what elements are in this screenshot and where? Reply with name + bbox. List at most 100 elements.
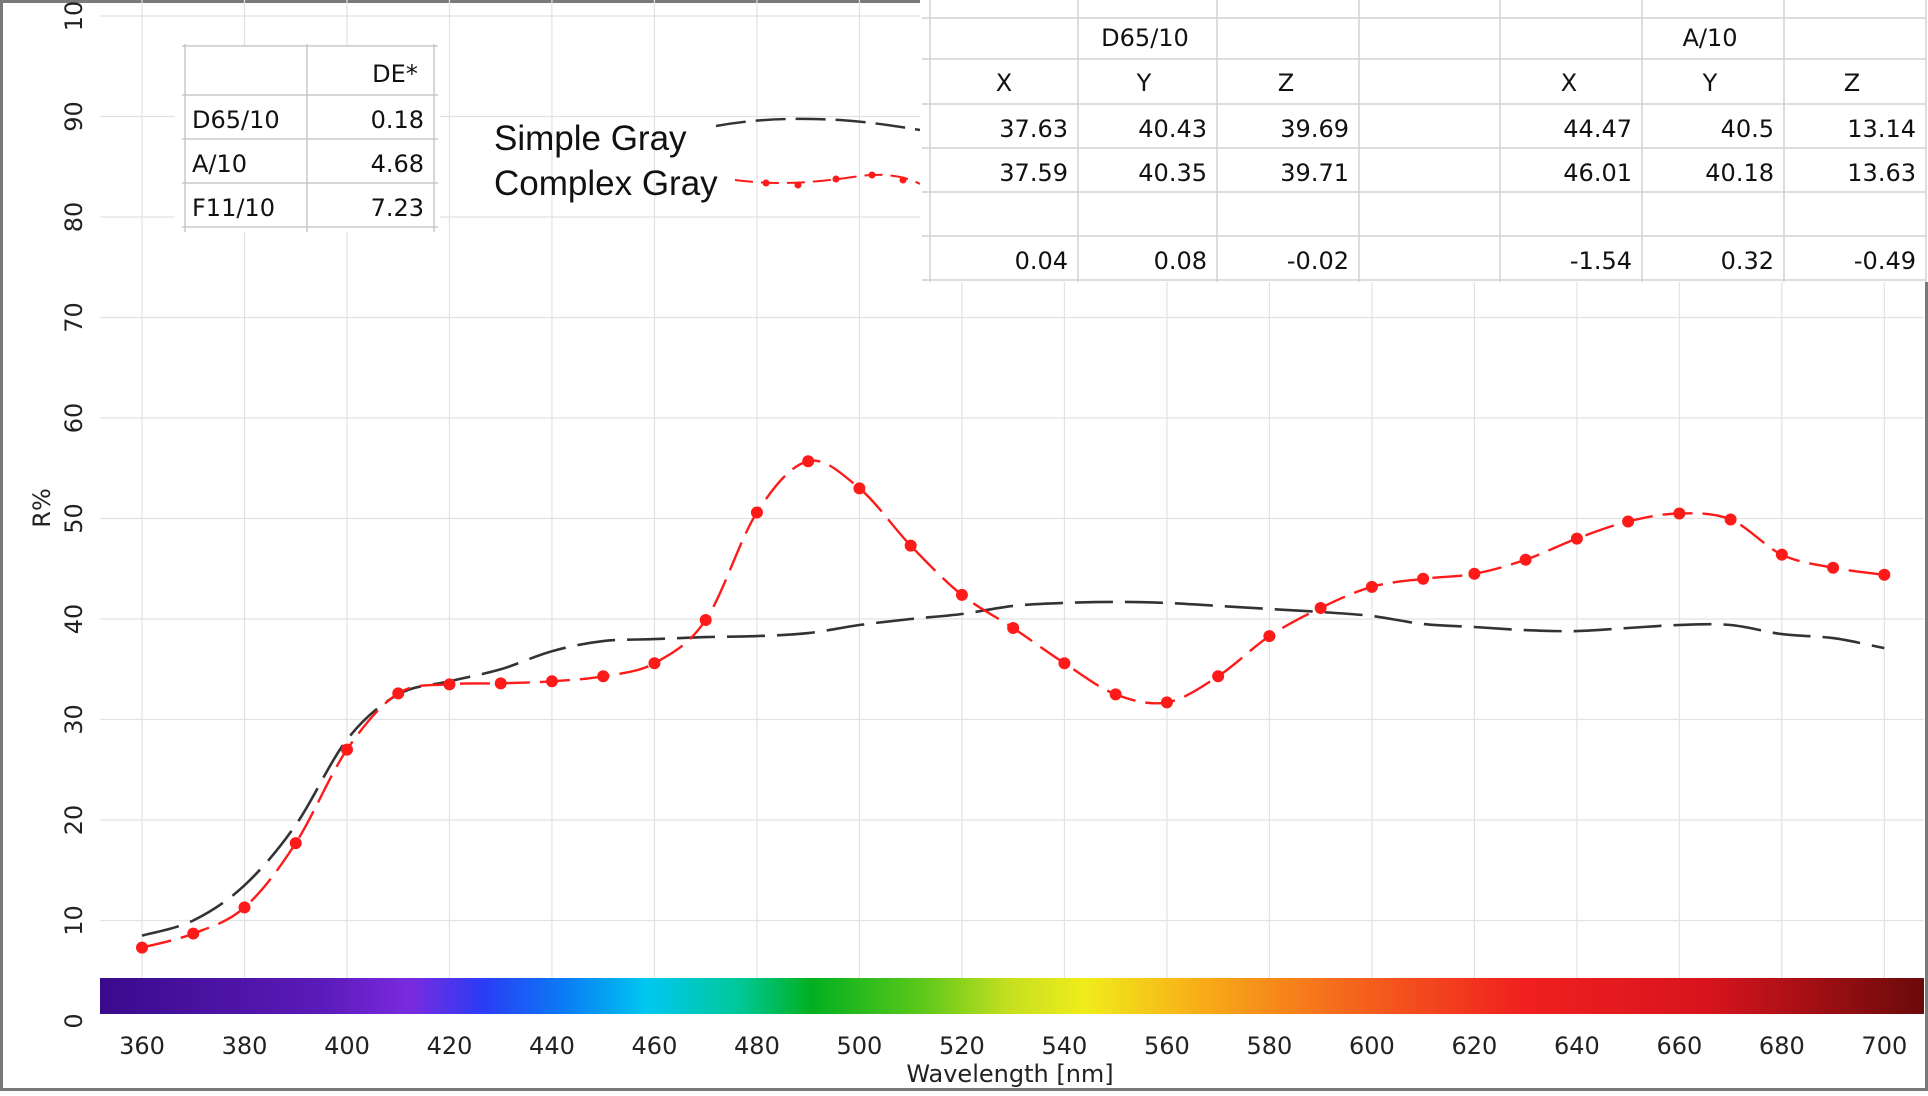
xyz-value: 0.04 — [1015, 247, 1068, 275]
data-point-complex-gray — [955, 588, 968, 601]
x-tick-label: 420 — [427, 1032, 473, 1060]
y-tick-label: 80 — [60, 202, 88, 233]
x-tick-label: 500 — [837, 1032, 883, 1060]
xyz-value: 13.14 — [1847, 115, 1916, 143]
xyz-value: -0.49 — [1854, 247, 1916, 275]
x-tick-label: 360 — [119, 1032, 165, 1060]
data-point-complex-gray — [1724, 513, 1737, 526]
xyz-group-header: D65/10 — [1101, 24, 1189, 52]
x-tick-label: 380 — [222, 1032, 268, 1060]
data-point-complex-gray — [1365, 580, 1378, 593]
xyz-subheader: X — [1561, 69, 1577, 97]
xyz-value: 44.47 — [1563, 115, 1632, 143]
xyz-value: -0.02 — [1287, 247, 1349, 275]
data-point-complex-gray — [1109, 688, 1122, 701]
legend-marker — [762, 179, 770, 187]
legend-marker — [899, 176, 907, 184]
x-tick-label: 660 — [1656, 1032, 1702, 1060]
y-tick-label: 50 — [60, 503, 88, 534]
y-tick-label: 10 — [60, 905, 88, 936]
data-point-complex-gray — [392, 687, 405, 700]
data-point-complex-gray — [1827, 561, 1840, 574]
data-point-complex-gray — [1468, 567, 1481, 580]
data-point-complex-gray — [597, 670, 610, 683]
data-point-complex-gray — [289, 837, 302, 850]
y-axis-label: R% — [28, 488, 56, 527]
data-point-complex-gray — [1160, 696, 1173, 709]
y-tick-label: 60 — [60, 403, 88, 434]
de-table: DE* D65/10 0.18 A/10 4.68 F11/10 7.23 — [175, 44, 440, 232]
legend-simple-gray-line — [715, 117, 921, 132]
data-point-complex-gray — [1314, 601, 1327, 614]
de-illuminant-label: A/10 — [192, 150, 247, 178]
x-tick-label: 680 — [1759, 1032, 1805, 1060]
x-tick-label: 600 — [1349, 1032, 1395, 1060]
x-axis-label: Wavelength [nm] — [906, 1060, 1113, 1088]
y-tick-label: 40 — [60, 604, 88, 635]
de-value: 0.18 — [371, 106, 424, 134]
legend-marker — [794, 181, 802, 189]
legend-marker — [868, 171, 876, 179]
data-point-complex-gray — [1570, 532, 1583, 545]
data-point-complex-gray — [494, 677, 507, 690]
de-value: 7.23 — [371, 194, 424, 222]
series-line-complex-gray — [141, 459, 1885, 949]
x-tick-label: 480 — [734, 1032, 780, 1060]
de-header-label: DE* — [372, 60, 418, 88]
data-point-complex-gray — [238, 901, 251, 914]
xyz-value: -1.54 — [1570, 247, 1632, 275]
xyz-subheader: Y — [1702, 69, 1718, 97]
data-point-complex-gray — [1263, 630, 1276, 643]
data-point-complex-gray — [136, 941, 148, 954]
data-point-complex-gray — [1878, 568, 1891, 581]
data-point-complex-gray — [853, 482, 866, 495]
x-tick-label: 560 — [1144, 1032, 1190, 1060]
data-point-complex-gray — [545, 675, 558, 688]
x-tick-label: 700 — [1861, 1032, 1907, 1060]
xyz-group-header: A/10 — [1682, 24, 1737, 52]
xyz-subheader: Z — [1844, 69, 1860, 97]
y-tick-label: 0 — [60, 1013, 88, 1028]
data-point-complex-gray — [904, 539, 917, 552]
x-tick-label: 640 — [1554, 1032, 1600, 1060]
data-point-complex-gray — [1673, 507, 1686, 520]
xyz-value: 13.63 — [1847, 159, 1916, 187]
spectrum-bar — [100, 978, 1924, 1014]
xyz-value: 39.69 — [1280, 115, 1349, 143]
data-point-complex-gray — [750, 506, 763, 519]
x-tick-label: 400 — [324, 1032, 370, 1060]
xyz-value: 40.43 — [1138, 115, 1207, 143]
x-tick-label: 540 — [1042, 1032, 1088, 1060]
series-layer — [136, 455, 1891, 954]
data-point-complex-gray — [1519, 553, 1532, 566]
data-point-complex-gray — [1622, 515, 1635, 528]
legend-complex-gray-label: Complex Gray — [494, 164, 718, 203]
data-point-complex-gray — [1007, 622, 1020, 635]
y-tick-label: 10 — [60, 1, 88, 32]
x-tick-label: 460 — [632, 1032, 678, 1060]
data-point-complex-gray — [699, 614, 712, 627]
xyz-value: 46.01 — [1563, 159, 1632, 187]
de-value: 4.68 — [371, 150, 424, 178]
data-point-complex-gray — [1212, 670, 1225, 683]
series-line-simple-gray — [141, 600, 1885, 937]
data-point-complex-gray — [648, 657, 661, 670]
x-tick-label: 620 — [1451, 1032, 1497, 1060]
xyz-value: 37.63 — [999, 115, 1068, 143]
xyz-subheader: Y — [1136, 69, 1152, 97]
xyz-value: 40.5 — [1721, 115, 1774, 143]
xyz-subheader: X — [996, 69, 1012, 97]
xyz-table: D65/10 A/10 X Y Z X Y Z 37.63 40.43 39.69 44.47 40.5… — [920, 0, 1928, 282]
xyz-value: 37.59 — [999, 159, 1068, 187]
legend: Simple Gray Complex Gray — [494, 117, 921, 203]
data-point-complex-gray — [802, 455, 815, 468]
y-tick-label: 20 — [60, 805, 88, 836]
de-illuminant-label: F11/10 — [192, 194, 275, 222]
data-point-complex-gray — [1417, 572, 1430, 585]
xyz-value: 0.08 — [1154, 247, 1207, 275]
data-point-complex-gray — [443, 678, 456, 691]
y-tick-label: 90 — [60, 101, 88, 132]
xyz-value: 40.18 — [1705, 159, 1774, 187]
